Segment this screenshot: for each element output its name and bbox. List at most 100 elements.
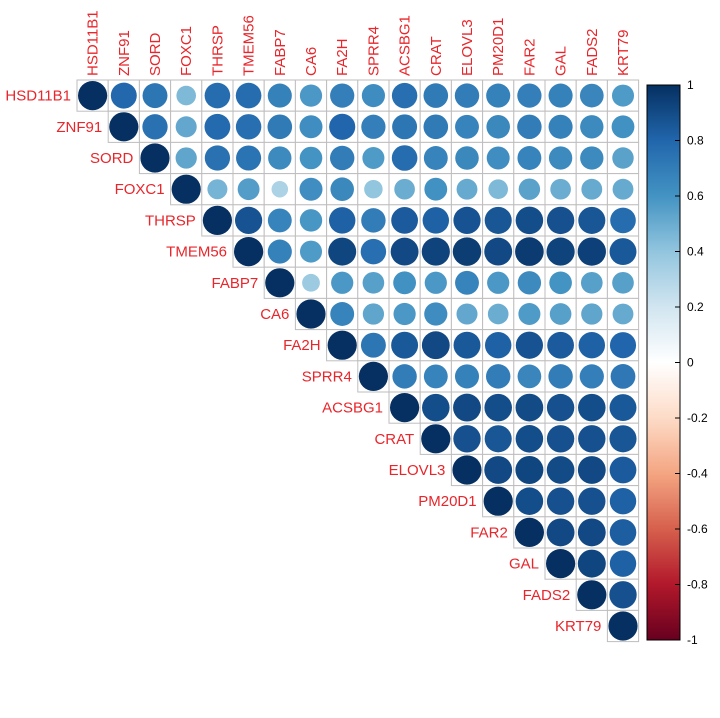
colorbar-ticks: 1 0.8 0.6 0.4 0.2 0 -0.2 -0.4 -0.6 -0.8 -1	[675, 78, 708, 647]
colorbar-tick-label: 1	[687, 78, 694, 92]
corr-circle-TMEM56-KRT79	[609, 238, 637, 266]
corr-circle-CA6-CA6	[296, 299, 326, 329]
row-label-far2: FAR2	[470, 524, 508, 541]
colorbar-tick-label: -0.2	[687, 411, 708, 425]
colorbar-tick-label: -1	[687, 633, 698, 647]
column-label-fa2h: FA2H	[334, 38, 351, 76]
corr-circle-FAR2-GAL	[546, 518, 575, 547]
row-label-pm20d1: PM20D1	[418, 493, 476, 510]
corr-circle-THRSP-PM20D1	[484, 206, 512, 234]
corr-circle-ZNF91-CRAT	[423, 114, 449, 140]
corr-circle-FA2H-SPRR4	[360, 332, 386, 358]
corr-circle-ACSBG1-KRT79	[609, 394, 637, 422]
corr-circle-CA6-KRT79	[612, 303, 634, 325]
corr-circle-HSD11B1-SPRR4	[361, 84, 385, 108]
corr-circle-SORD-ACSBG1	[391, 145, 418, 171]
corr-circle-CA6-CRAT	[424, 302, 448, 326]
colorbar-tick-label: 0.8	[687, 134, 704, 148]
corr-circle-HSD11B1-GAL	[548, 83, 573, 108]
corr-circle-TMEM56-FADS2	[577, 237, 606, 266]
corr-circle-SPRR4-PM20D1	[485, 364, 511, 389]
column-label-far2: FAR2	[521, 38, 538, 76]
column-label-crat: CRAT	[428, 36, 445, 76]
corr-circle-SORD-ELOVL3	[455, 146, 479, 170]
corr-circle-SORD-FA2H	[329, 145, 355, 171]
corr-circle-ELOVL3-FADS2	[577, 456, 606, 484]
column-label-hsd11b1: HSD11B1	[85, 10, 102, 76]
corr-circle-TMEM56-FAR2	[515, 237, 544, 266]
corr-circle-ZNF91-SPRR4	[361, 114, 386, 139]
corr-circle-ZNF91-ACSBG1	[392, 114, 418, 140]
corr-circle-THRSP-FADS2	[578, 206, 606, 234]
corr-circle-FABP7-CA6	[302, 273, 320, 292]
corr-circle-FOXC1-KRT79	[612, 178, 634, 200]
corr-circle-FOXC1-CA6	[299, 177, 323, 201]
corr-circle-TMEM56-ACSBG1	[390, 237, 419, 266]
corr-circle-THRSP-ELOVL3	[453, 206, 481, 235]
row-label-sprr4: SPRR4	[302, 368, 352, 385]
colorbar-tick-label: 0.2	[687, 300, 704, 314]
corr-circle-CA6-ELOVL3	[456, 303, 478, 325]
colorbar-tick-label: 0	[687, 356, 694, 370]
column-label-sprr4: SPRR4	[365, 26, 382, 76]
corr-circle-FAR2-KRT79	[609, 519, 637, 546]
corr-circle-TMEM56-ELOVL3	[452, 237, 482, 266]
colorbar-tick-label: 0.4	[687, 245, 704, 259]
corr-circle-ZNF91-FOXC1	[175, 116, 197, 138]
corr-circle-THRSP-FA2H	[328, 207, 356, 234]
corr-circle-FABP7-KRT79	[612, 271, 634, 294]
corr-circle-ELOVL3-GAL	[546, 456, 575, 484]
corr-circle-SORD-SORD	[140, 143, 170, 173]
corr-circle-FA2H-CRAT	[421, 331, 450, 360]
corr-circle-HSD11B1-FOXC1	[176, 85, 196, 106]
corr-circle-FABP7-FABP7	[265, 268, 295, 298]
row-label-hsd11b1: HSD11B1	[5, 88, 71, 105]
corr-circle-THRSP-CRAT	[422, 207, 450, 234]
corr-circle-TMEM56-FABP7	[267, 239, 292, 264]
row-label-sord: SORD	[90, 150, 134, 167]
corr-circle-HSD11B1-ACSBG1	[391, 82, 418, 109]
corr-circle-PM20D1-GAL	[546, 487, 575, 515]
corr-circle-SORD-TMEM56	[236, 145, 262, 171]
corr-circle-SORD-GAL	[548, 146, 573, 170]
corr-circle-FA2H-FA2H	[327, 330, 357, 360]
corr-circle-CA6-SPRR4	[362, 303, 385, 325]
corr-circle-FOXC1-FADS2	[581, 178, 603, 200]
corr-circle-CRAT-ELOVL3	[453, 425, 481, 453]
corr-circle-SORD-THRSP	[204, 145, 231, 171]
corr-circle-CA6-PM20D1	[487, 303, 509, 325]
corr-circle-CRAT-FAR2	[515, 425, 544, 453]
corr-circle-ELOVL3-ELOVL3	[452, 455, 482, 485]
corr-circle-ZNF91-THRSP	[204, 113, 231, 140]
corr-circle-FOXC1-FABP7	[271, 180, 289, 198]
corr-circle-THRSP-CA6	[299, 209, 323, 232]
corr-circle-HSD11B1-HSD11B1	[78, 81, 108, 111]
corr-circle-GAL-GAL	[546, 549, 576, 579]
column-label-elovl3: ELOVL3	[459, 19, 476, 76]
corr-circle-HSD11B1-PM20D1	[486, 83, 511, 108]
corr-circle-FABP7-GAL	[549, 271, 572, 295]
column-label-krt79: KRT79	[615, 30, 632, 76]
corr-circle-KRT79-KRT79	[608, 611, 638, 641]
corr-circle-FABP7-FADS2	[580, 271, 603, 294]
corr-circle-CA6-FA2H	[330, 302, 355, 326]
corr-circle-ACSBG1-ELOVL3	[453, 393, 481, 422]
corr-circle-FOXC1-TMEM56	[237, 178, 260, 201]
corr-circle-GAL-FADS2	[577, 549, 606, 578]
colorbar-tick-label: -0.6	[687, 522, 708, 536]
column-label-thrsp: THRSP	[209, 25, 226, 76]
corr-circle-ZNF91-CA6	[299, 115, 323, 139]
corr-circle-SORD-SPRR4	[362, 146, 385, 170]
corr-circle-HSD11B1-ZNF91	[110, 82, 137, 109]
corr-circle-ZNF91-FABP7	[267, 114, 293, 140]
corr-circle-CA6-FADS2	[581, 303, 603, 325]
corr-circle-FOXC1-ELOVL3	[456, 178, 478, 200]
corr-circle-HSD11B1-FADS2	[579, 83, 604, 108]
correlation-circles	[78, 81, 638, 641]
corr-circle-TMEM56-TMEM56	[234, 237, 264, 267]
corr-circle-PM20D1-FADS2	[578, 487, 606, 515]
column-label-fabp7: FABP7	[272, 29, 289, 76]
corr-circle-PM20D1-PM20D1	[483, 486, 513, 516]
row-label-acsbg1: ACSBG1	[322, 400, 383, 417]
